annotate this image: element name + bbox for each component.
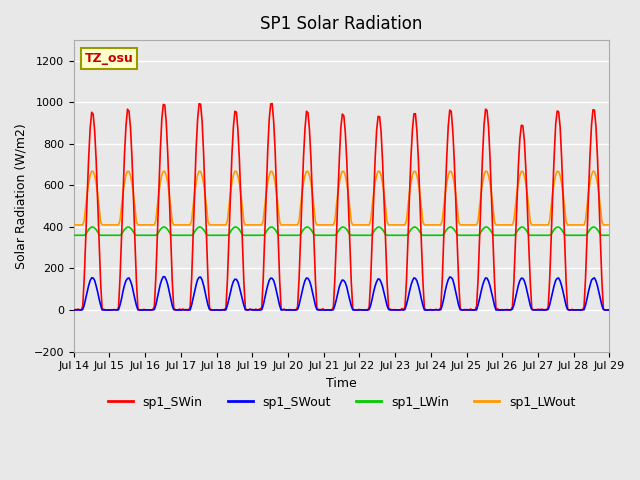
Legend: sp1_SWin, sp1_SWout, sp1_LWin, sp1_LWout: sp1_SWin, sp1_SWout, sp1_LWin, sp1_LWout xyxy=(102,391,580,414)
Title: SP1 Solar Radiation: SP1 Solar Radiation xyxy=(260,15,423,33)
X-axis label: Time: Time xyxy=(326,377,357,390)
Y-axis label: Solar Radiation (W/m2): Solar Radiation (W/m2) xyxy=(15,123,28,269)
Text: TZ_osu: TZ_osu xyxy=(84,52,133,65)
